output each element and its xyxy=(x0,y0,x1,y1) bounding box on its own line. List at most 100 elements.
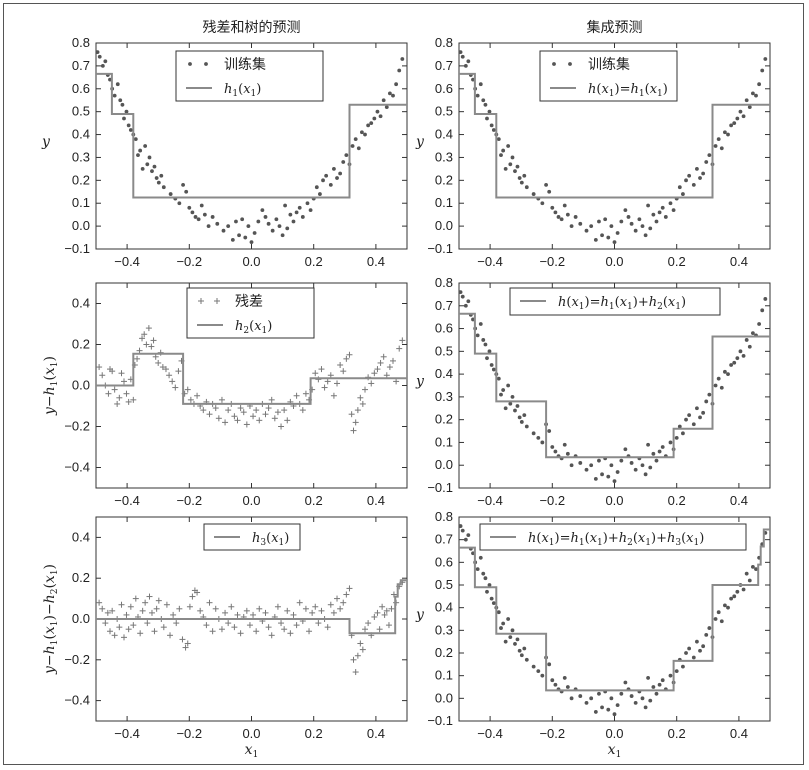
training-point xyxy=(550,678,555,683)
training-point xyxy=(654,458,659,463)
training-point xyxy=(297,205,302,210)
legend-label: h2(x1) xyxy=(235,319,272,336)
y-tick-label: 0.8 xyxy=(72,35,90,50)
residual-point xyxy=(234,417,241,424)
residual-point xyxy=(209,628,216,635)
legend-box xyxy=(479,523,747,551)
training-point xyxy=(704,632,709,637)
training-point xyxy=(701,410,706,415)
x-tick-label: −0.4 xyxy=(477,726,503,741)
training-point xyxy=(584,228,589,233)
training-point xyxy=(593,237,598,242)
training-point xyxy=(463,303,468,308)
training-point xyxy=(489,123,494,128)
y-tick-label: 0.2 xyxy=(72,570,90,585)
residual-point xyxy=(175,368,182,375)
legend-dot-marker xyxy=(188,62,192,66)
axes-frame xyxy=(458,282,771,489)
training-point xyxy=(646,676,650,680)
residual-point xyxy=(109,607,116,614)
x-tick-label: 0.2 xyxy=(668,726,686,741)
training-point xyxy=(612,479,617,484)
residual-point xyxy=(390,357,397,364)
training-point xyxy=(691,422,696,427)
training-point xyxy=(510,394,515,399)
training-point xyxy=(515,164,520,169)
y-tick-label: 0.5 xyxy=(435,343,453,358)
residual-point xyxy=(159,364,166,371)
training-point xyxy=(513,169,517,174)
residual-point xyxy=(262,411,269,418)
training-point xyxy=(335,176,339,180)
residual-point xyxy=(386,364,393,371)
prediction-line xyxy=(459,528,770,692)
chart-title: 集成预测 xyxy=(587,19,643,36)
residual-point xyxy=(145,325,152,332)
residual-point xyxy=(278,423,285,430)
training-point xyxy=(397,68,402,73)
residual-point xyxy=(377,359,384,366)
training-point xyxy=(681,192,685,196)
residual-point xyxy=(330,392,337,399)
training-point xyxy=(612,240,617,245)
residual-point xyxy=(218,626,225,633)
residual-point xyxy=(237,630,244,637)
residual-point xyxy=(152,353,159,360)
residual-point xyxy=(212,405,219,412)
training-point xyxy=(300,215,305,219)
training-point xyxy=(291,219,296,224)
y-tick-label: −0.4 xyxy=(64,693,90,708)
training-point xyxy=(637,217,642,222)
subplot-5: −0.4 −0.2 0.0 0.2 0.4 −0.4 −0.2 0.0 0.2 0.4 y−h1(x… xyxy=(42,516,408,760)
training-point xyxy=(496,376,501,381)
training-point xyxy=(226,224,231,229)
training-point xyxy=(726,132,730,137)
training-point xyxy=(280,233,285,238)
residual-point xyxy=(350,656,357,663)
training-point xyxy=(519,653,524,658)
training-point xyxy=(623,680,628,685)
training-point xyxy=(459,50,463,55)
plot-area xyxy=(96,50,407,245)
training-point xyxy=(719,385,724,390)
training-point xyxy=(716,610,721,615)
training-point xyxy=(344,153,349,158)
training-point xyxy=(677,424,682,429)
training-point xyxy=(503,406,508,411)
training-point xyxy=(547,429,552,433)
training-point xyxy=(378,114,383,119)
x-tick-label: −0.4 xyxy=(114,493,140,508)
residual-point xyxy=(118,370,125,377)
residual-point xyxy=(359,400,366,407)
training-point xyxy=(184,189,189,194)
residual-point xyxy=(151,628,158,635)
residual-point xyxy=(146,593,153,600)
training-point xyxy=(305,201,310,206)
training-point xyxy=(499,392,503,397)
residual-point xyxy=(143,341,150,348)
training-point xyxy=(643,233,648,238)
residual-point xyxy=(172,384,179,391)
training-point xyxy=(483,102,488,107)
residual-point xyxy=(179,636,186,643)
subplot-1: 残差和树的预测 −0.4 −0.2 0.0 0.2 0.4 −0.1 0.0 0.1 0.2 0.3… xyxy=(41,20,408,269)
training-point xyxy=(741,114,746,119)
training-point xyxy=(168,192,173,196)
training-point xyxy=(489,596,494,601)
training-point xyxy=(506,144,511,148)
training-point xyxy=(508,401,513,406)
training-point xyxy=(754,567,758,572)
y-tick-label: 0.7 xyxy=(435,58,453,73)
training-point xyxy=(550,205,555,210)
y-tick-label: −0.1 xyxy=(427,480,453,495)
residual-point xyxy=(125,398,132,405)
residual-point xyxy=(218,396,225,403)
residual-point xyxy=(365,620,372,627)
training-point xyxy=(478,555,483,560)
x-tick-label: −0.2 xyxy=(176,726,202,741)
residual-point xyxy=(337,362,344,368)
training-point xyxy=(691,183,696,187)
residual-point xyxy=(144,620,151,627)
training-point xyxy=(120,102,125,107)
y-tick-label: 0.2 xyxy=(435,172,453,187)
